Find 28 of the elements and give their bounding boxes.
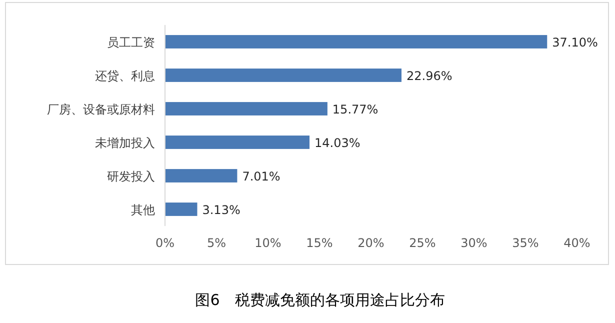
y-tick-label: 员工工资 [107,35,155,50]
x-tick-label: 20% [358,236,384,250]
bar [165,136,310,149]
text: 图6 税费减免额的各项用途占比分布 [195,291,445,309]
y-tick-label: 研发投入 [107,169,155,184]
y-tick-label: 未增加投入 [95,136,155,150]
data-label: 7.01% [242,169,280,184]
data-label: 3.13% [202,202,240,217]
bar [165,169,238,182]
x-tick-label: 10% [254,236,282,250]
x-tick-label: 5% [206,236,226,250]
data-label: 37.10% [552,35,598,50]
data-label: 22.96% [406,68,452,83]
x-tick-label: 30% [460,236,488,250]
bar [165,202,198,216]
y-tick-label: 其他 [131,202,155,217]
x-tick-label: 15% [306,236,333,250]
x-tick-label: 0% [155,236,175,250]
data-label: 15.77% [332,102,378,116]
x-tick-label: 35% [512,236,539,250]
bar [165,35,548,48]
bar [165,102,328,116]
y-tick-label: 厂房、设备或原材料 [47,102,155,116]
data-label: 14.03% [314,136,360,150]
x-tick-label: 25% [409,236,436,250]
x-tick-label: 40% [564,236,590,250]
y-tick-label: 还贷、利息 [95,68,155,83]
bar [165,68,402,82]
